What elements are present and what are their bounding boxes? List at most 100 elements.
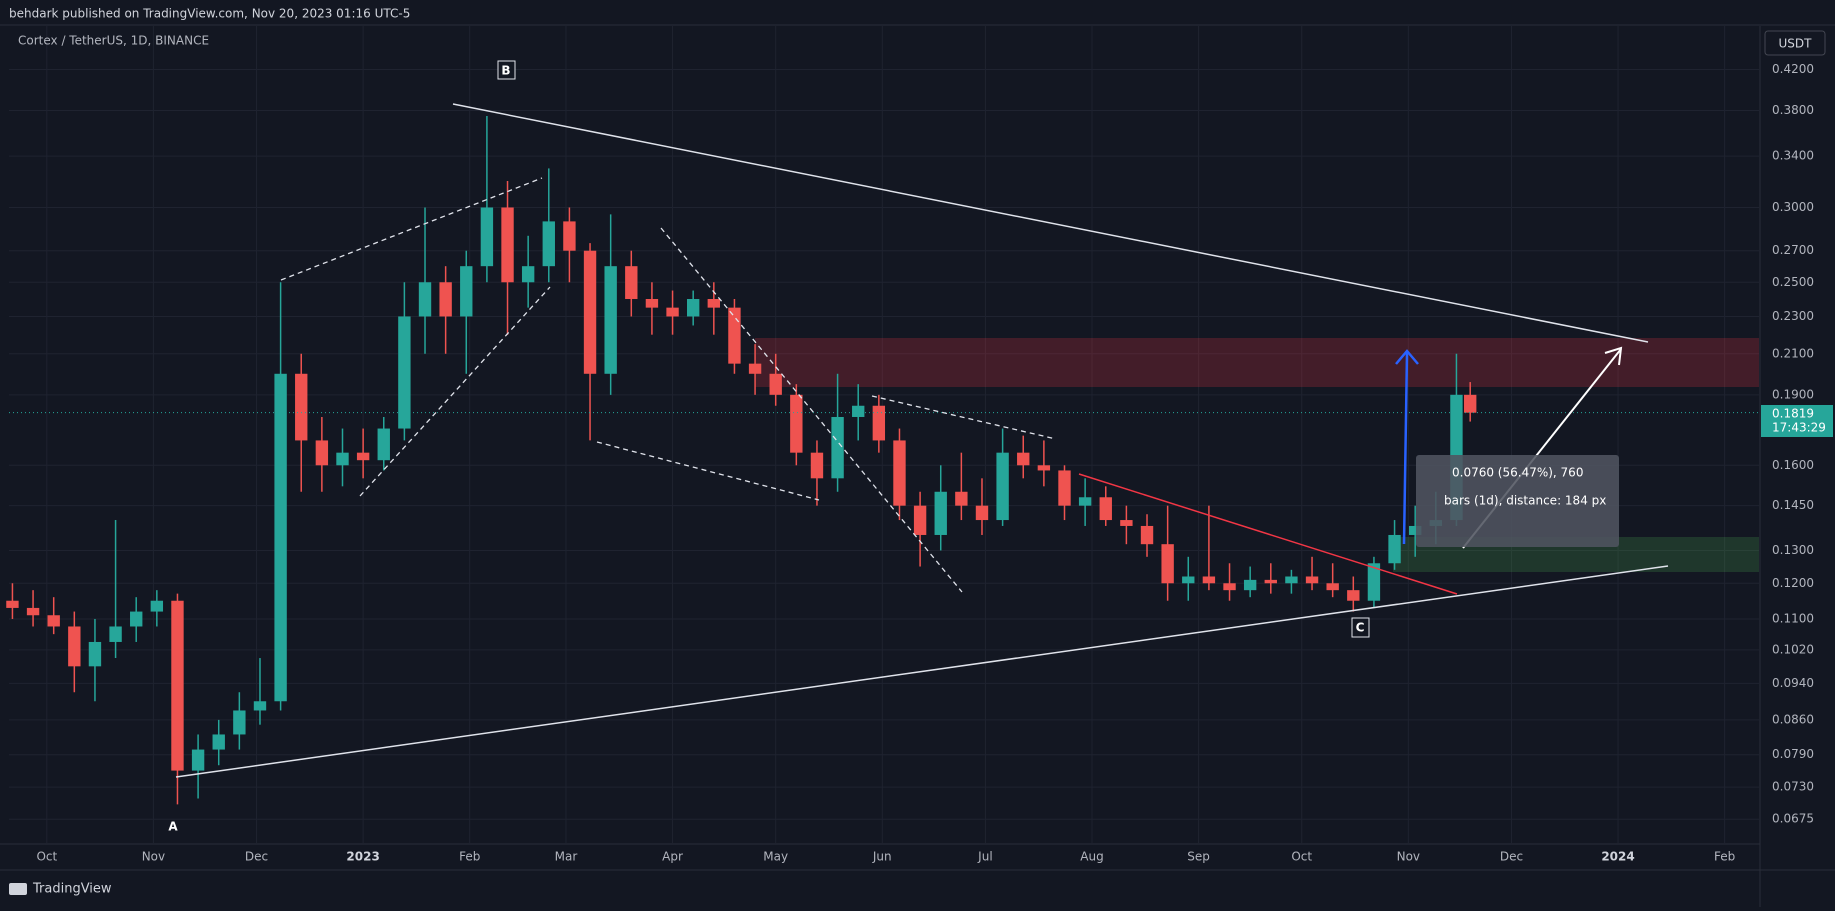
candle-body	[1161, 544, 1174, 584]
candle-body	[872, 405, 886, 441]
dashed-lines	[280, 177, 1057, 593]
y-tick-label: 0.1020	[1772, 642, 1814, 656]
candle-body	[1182, 576, 1195, 584]
header-text: behdark published on TradingView.com, No…	[9, 7, 410, 21]
footer-brand: TradingView	[32, 882, 112, 897]
axes: 0.4200 0.3800 0.3400 0.3000 0.2700 0.2500 0.23…	[36, 62, 1814, 863]
candle-body	[666, 307, 679, 317]
candle-body	[274, 373, 287, 702]
candle-body	[460, 266, 473, 317]
point-label: C	[1356, 621, 1365, 635]
countdown: 17:43:29	[1772, 421, 1826, 435]
candle-body	[1223, 583, 1236, 591]
trendline	[1078, 473, 1458, 595]
candle-body	[480, 207, 494, 267]
x-tick-label: Oct	[36, 850, 57, 864]
candle-body	[934, 491, 947, 535]
candle-body	[852, 405, 865, 417]
point-label: B	[501, 64, 510, 78]
candle-body	[191, 749, 205, 771]
candle-body	[1347, 590, 1360, 601]
candle-body	[150, 600, 164, 612]
currency-badge	[1764, 30, 1826, 56]
y-tick-label: 0.3000	[1772, 200, 1814, 214]
candle-body	[47, 615, 60, 627]
candle-body	[1464, 394, 1477, 413]
candle-body	[171, 600, 184, 771]
candle-body	[913, 505, 927, 535]
candle-body	[831, 416, 844, 479]
blue-arrow	[1395, 349, 1419, 545]
candle-body	[521, 266, 535, 283]
candle-body	[1078, 497, 1092, 506]
candles	[6, 115, 1759, 805]
label-box	[1351, 617, 1370, 638]
candle-body	[707, 299, 721, 308]
candle-body	[1037, 465, 1051, 471]
arrow-head	[1395, 349, 1419, 365]
y-tick-label: 0.3800	[1772, 103, 1814, 117]
candle-body	[604, 266, 617, 374]
candle-body	[439, 282, 452, 317]
candle-body	[1409, 525, 1422, 535]
candle-body	[6, 600, 19, 608]
candle-body	[1017, 452, 1030, 466]
x-tick-label: 2024	[1601, 850, 1634, 864]
candle-body	[996, 452, 1009, 521]
candle-body	[295, 373, 308, 441]
point-label: A	[168, 820, 178, 834]
candle-body	[1099, 497, 1112, 521]
candle-body	[1326, 583, 1339, 591]
y-tick-label: 0.1900	[1772, 387, 1814, 401]
y-tick-label: 0.0730	[1772, 780, 1814, 794]
arrow-shaft	[1402, 352, 1409, 545]
x-tick-label: Dec	[1500, 850, 1523, 864]
candle-body	[356, 452, 370, 461]
candle-body	[233, 710, 246, 735]
x-tick-label: Sep	[1187, 850, 1210, 864]
x-tick-label: Nov	[142, 850, 165, 864]
x-tick-label: Jul	[977, 850, 992, 864]
candle-body	[130, 611, 143, 627]
header-bar	[0, 0, 1835, 25]
resistance-zone	[755, 338, 1759, 387]
candle-body	[1202, 576, 1216, 584]
x-tick-label: Nov	[1397, 850, 1420, 864]
candle-body	[748, 363, 762, 374]
candle-body	[68, 626, 81, 667]
candle-body	[1140, 525, 1154, 545]
candle-body	[1120, 520, 1133, 526]
trendline	[452, 103, 1649, 343]
dashed-line	[871, 395, 1057, 440]
candle-body	[645, 299, 659, 308]
candle-body	[253, 701, 267, 711]
candle-body	[1264, 579, 1277, 584]
label-box	[497, 60, 516, 80]
candle-body	[975, 505, 989, 521]
candle-body	[955, 491, 968, 506]
dashed-line	[359, 286, 551, 497]
y-tick-label: 0.2300	[1772, 309, 1814, 323]
measure-bars: bars (1d), distance: 184 px	[1444, 494, 1606, 508]
x-tick-label: Jun	[872, 850, 892, 864]
candle-body	[728, 307, 741, 364]
y-tick-label: 0.1450	[1772, 498, 1814, 512]
candle-body	[893, 440, 906, 506]
y-tick-label: 0.1600	[1772, 458, 1814, 472]
currency: USDT	[1779, 37, 1813, 51]
y-tick-label: 0.3400	[1772, 149, 1814, 163]
dashed-line	[280, 177, 543, 281]
y-tick-label: 0.2100	[1772, 346, 1814, 360]
x-tick-label: Feb	[459, 850, 480, 864]
candle-body	[398, 316, 411, 429]
symbol-title: Cortex / TetherUS, 1D, BINANCE	[18, 34, 209, 48]
trendline	[175, 565, 1669, 778]
candle-body	[418, 282, 432, 317]
y-tick-label: 0.1200	[1772, 576, 1814, 590]
y-tick-label: 0.0675	[1772, 812, 1814, 826]
candle-body	[542, 221, 555, 267]
y-tick-label: 0.1100	[1772, 611, 1814, 625]
